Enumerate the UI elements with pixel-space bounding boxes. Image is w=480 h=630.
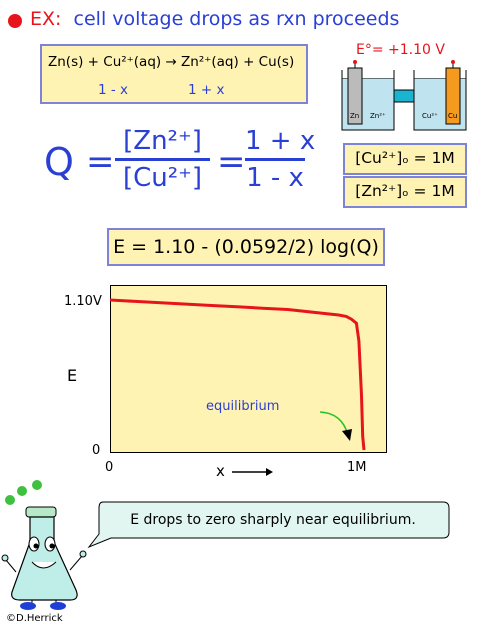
zn-ion-label: Zn²⁺ [370, 112, 386, 120]
zn-electrode-label: Zn [350, 112, 359, 120]
q-numerator: [Zn²⁺] [123, 126, 202, 156]
equilibrium-arrow-head [342, 429, 352, 441]
plot-area [110, 285, 387, 453]
nernst-box: E = 1.10 - (0.0592/2) log(Q) [107, 228, 385, 266]
electrochemical-cell-diagram: Zn Zn²⁺ Cu²⁺ Cu [341, 60, 467, 131]
q-denominator-x: 1 - x [246, 163, 304, 193]
credit-text: ©D.Herrick [6, 613, 63, 624]
x-axis-label: x [216, 462, 225, 480]
x-axis-arrow-icon [232, 468, 273, 476]
q-denominator: [Cu²⁺] [122, 163, 203, 193]
fraction-bar [115, 158, 210, 161]
salt-bridge [393, 89, 415, 103]
title-text: cell voltage drops as rxn proceeds [73, 8, 400, 30]
cu-electrode-label: Cu [448, 112, 457, 120]
reaction-equation: Zn(s) + Cu²⁺(aq) → Zn²⁺(aq) + Cu(s) [48, 54, 295, 70]
equilibrium-annotation: equilibrium [206, 399, 280, 414]
reaction-box: Zn(s) + Cu²⁺(aq) → Zn²⁺(aq) + Cu(s) 1 - … [40, 44, 308, 104]
voltage-curve-plot [110, 298, 366, 451]
zn-concentration-label: 1 + x [188, 82, 225, 98]
flask-mascot-icon [1, 480, 87, 610]
voltage-line [110, 298, 366, 451]
page-title: EX: cell voltage drops as rxn proceeds [30, 8, 399, 30]
zn-initial-concentration: [Zn²⁺]ₒ = 1M [355, 182, 455, 200]
q-equals-2: = [217, 142, 246, 182]
cu-initial-concentration: [Cu²⁺]ₒ = 1M [355, 149, 455, 167]
q-fraction-x: 1 + x 1 - x [245, 126, 316, 193]
nernst-equation: E = 1.10 - (0.0592/2) log(Q) [113, 236, 379, 258]
cu-concentration-label: 1 - x [98, 82, 129, 98]
cu-ion-label: Cu²⁺ [422, 112, 438, 120]
y-tick-bottom: 0 [92, 443, 101, 458]
standard-potential: E°= +1.10 V [356, 42, 445, 58]
cu-initial-box: [Cu²⁺]ₒ = 1M [343, 143, 467, 175]
q-symbol: Q [44, 140, 74, 184]
q-numerator-x: 1 + x [245, 126, 316, 156]
x-tick-right: 1M [347, 460, 367, 475]
y-axis-label: E [67, 366, 78, 385]
x-tick-left: 0 [105, 460, 114, 475]
red-bullet-icon [8, 14, 22, 28]
ex-label: EX: [30, 8, 62, 30]
q-fraction-concentrations: [Zn²⁺] [Cu²⁺] [115, 126, 210, 193]
q-equals-1: = [86, 142, 115, 182]
fraction-bar-x [245, 158, 305, 161]
speech-bubble-text: E drops to zero sharply near equilibrium… [130, 512, 416, 528]
zn-initial-box: [Zn²⁺]ₒ = 1M [343, 176, 467, 208]
speech-bubble [87, 501, 450, 549]
y-tick-top: 1.10V [64, 294, 102, 309]
